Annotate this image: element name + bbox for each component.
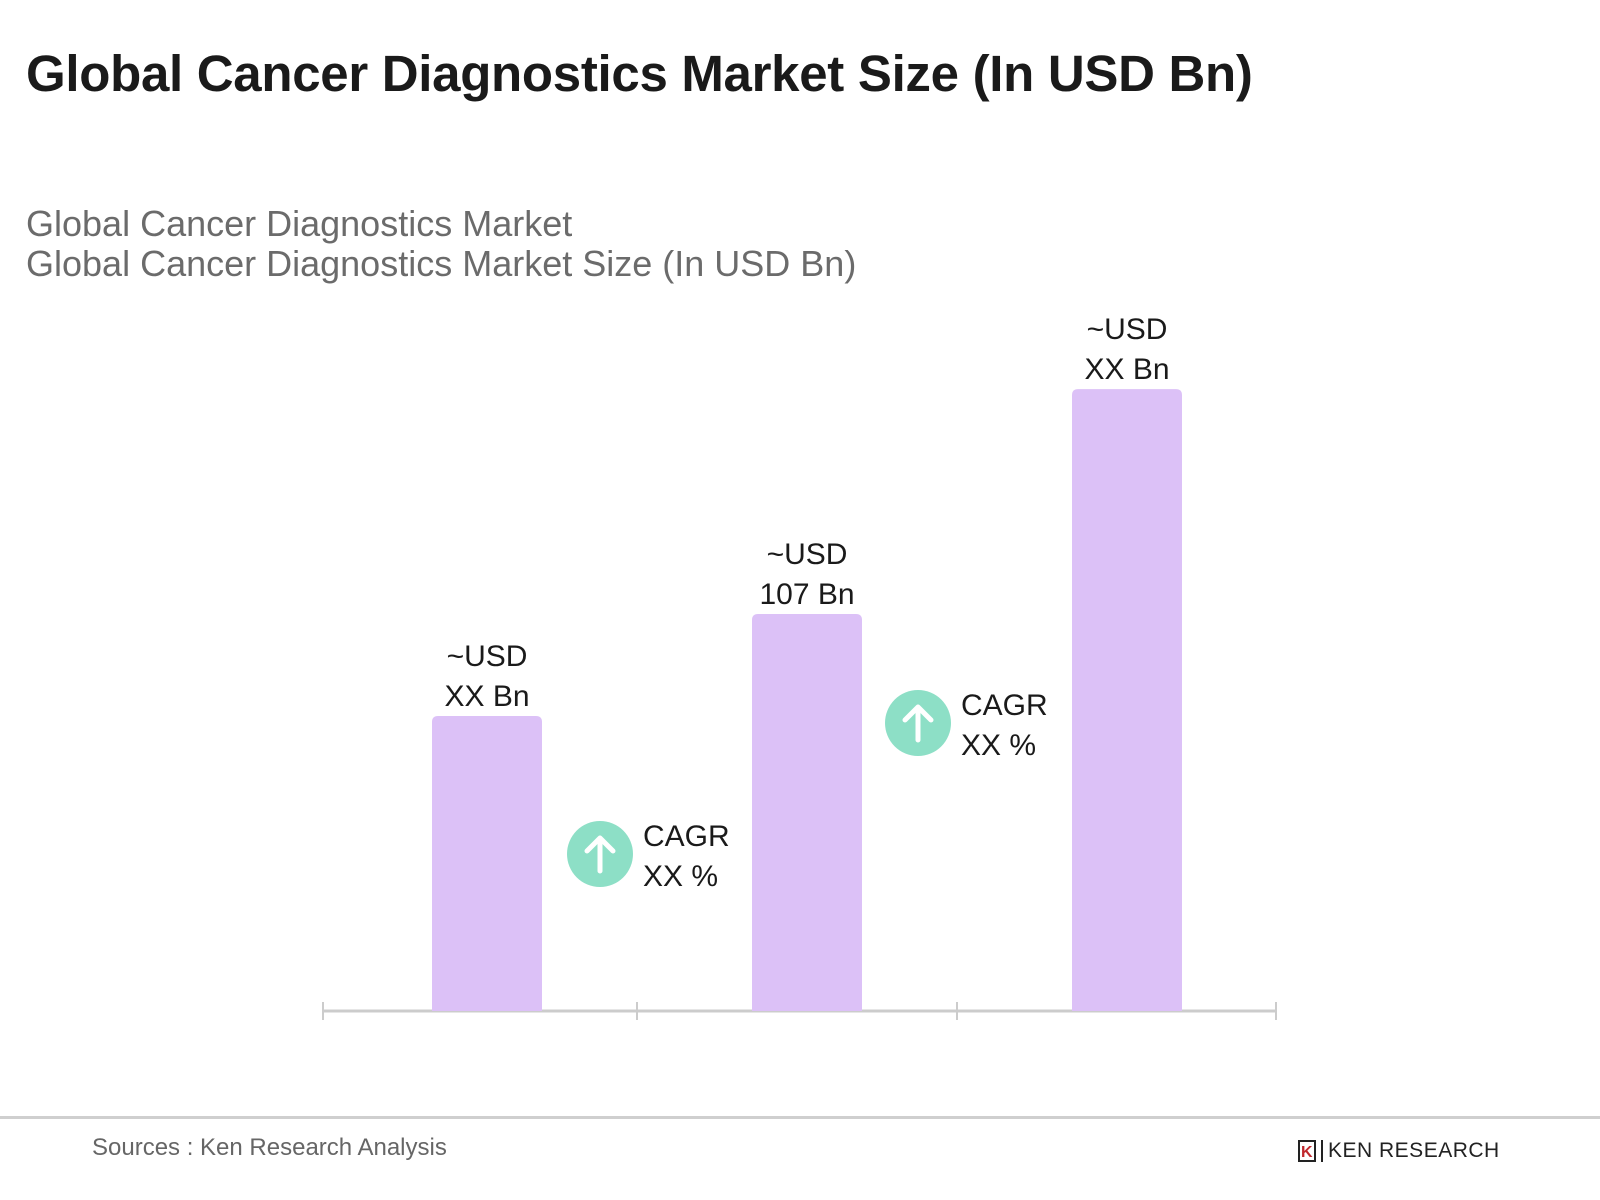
- bar-data-label: ~USD: [767, 538, 848, 571]
- sources-note: Sources : Ken Research Analysis: [92, 1134, 447, 1161]
- subtitle-line-1: Global Cancer Diagnostics Market: [26, 203, 573, 244]
- arrow-up-icon: [584, 835, 616, 874]
- chart-title: Global Cancer Diagnostics Market Size (I…: [26, 45, 1253, 102]
- logo-separator: [1321, 1140, 1323, 1162]
- subtitle-line-2: Global Cancer Diagnostics Market Size (I…: [26, 243, 857, 284]
- bar-data-label: XX Bn: [444, 680, 529, 713]
- bar-data-label: XX Bn: [1084, 353, 1169, 386]
- logo-text: KEN RESEARCH: [1328, 1139, 1500, 1162]
- cagr-label: CAGR: [643, 820, 730, 853]
- bar-data-label: 107 Bn: [759, 578, 854, 611]
- bar: [752, 614, 862, 1011]
- logo-mark-icon: K: [1298, 1140, 1316, 1162]
- cagr-label: XX %: [643, 860, 718, 893]
- bar-data-label: ~USD: [447, 640, 528, 673]
- bar-chart: ~USD XX Bn ~USD 107 Bn ~USD XX Bn CAGR XX % CAGR…: [322, 313, 1277, 1020]
- bar-data-label: ~USD: [1087, 313, 1168, 346]
- cagr-label: XX %: [961, 729, 1036, 762]
- cagr-label: CAGR: [961, 689, 1048, 722]
- ken-research-logo: K KEN RESEARCH: [1298, 1139, 1500, 1163]
- bar: [1072, 389, 1182, 1012]
- footer-divider: [0, 1116, 1600, 1119]
- bar: [432, 716, 542, 1011]
- arrow-up-icon: [902, 704, 934, 743]
